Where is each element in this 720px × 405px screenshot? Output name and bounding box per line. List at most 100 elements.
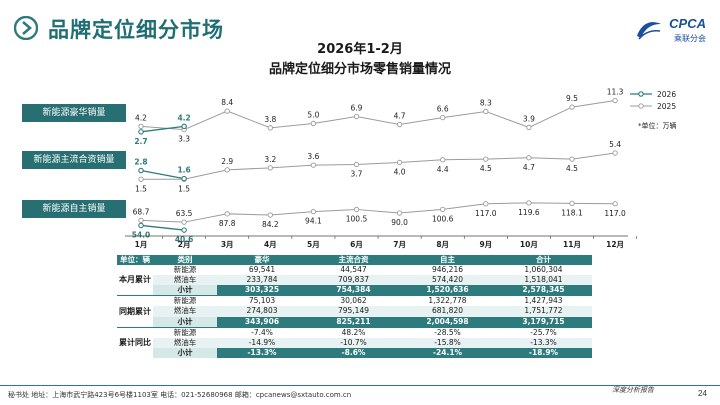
footer-contact: 秘书处 地址：上海市武宁路423号6号楼1103室 电话：021-5268096…: [8, 391, 352, 399]
series-2026-line-panel-2: [140, 224, 185, 231]
table-cell: 30,062: [307, 295, 400, 307]
series-2025-line-panel-2: [140, 202, 616, 223]
point-2025-panel-0-10: [569, 104, 575, 110]
table-cell: 1,427,943: [495, 295, 592, 307]
x-tick-label-8: 9月: [479, 240, 492, 249]
point-2025-panel-2-6: [396, 210, 403, 216]
sales-table: 单位：辆 类别 豪华 主流合资 自主 合计 本月累计 新能源 69,541 44,547 946,2…: [117, 255, 592, 358]
table-header-row: 单位：辆 类别 豪华 主流合资 自主 合计: [117, 255, 592, 266]
x-tick-label-7: 8月: [436, 240, 449, 249]
point-2025-panel-0-4: [310, 120, 317, 127]
table-cell: 754,384: [307, 285, 400, 296]
table-cell: 946,216: [400, 265, 495, 276]
label-2025-panel-1-7: 4.4: [437, 165, 449, 174]
point-2025-panel-0-9: [526, 124, 532, 131]
series-2026-line-panel-0: [140, 125, 185, 133]
label-2025-panel-0-11: 11.3: [607, 88, 624, 97]
logo-sub-text: 乘联分会: [674, 34, 706, 43]
label-2026-panel-0-1: 4.2: [177, 113, 190, 122]
table-header-4: 合计: [495, 255, 592, 266]
x-tick-label-1: 2月: [178, 240, 191, 249]
table-row: 累计同比 新能源 -7.4% 48.2% -28.5% -25.7%: [117, 326, 592, 358]
point-2026-panel-1-1: [181, 175, 187, 182]
table-cell: -18.9%: [495, 347, 592, 358]
point-2025-panel-0-2: [224, 108, 230, 114]
table-row: 小计 343,906 825,211 2,004,598 3,179,715: [117, 316, 592, 328]
table-cell: 1,518,041: [495, 275, 592, 286]
label-2025-panel-2-8: 117.0: [475, 209, 497, 218]
label-2025-panel-2-9: 119.6: [518, 208, 540, 217]
point-2025-panel-0-6: [396, 121, 403, 128]
label-2025-panel-1-2: 2.9: [221, 157, 233, 166]
point-2026-panel-2-0: [138, 222, 144, 229]
table-row-category: 小计: [153, 316, 217, 328]
label-2025-panel-2-6: 90.0: [391, 218, 408, 227]
point-2025-panel-1-10: [569, 156, 575, 162]
table-cell: -24.1%: [400, 347, 495, 358]
label-2025-panel-0-2: 8.4: [221, 98, 233, 107]
footer-divider: [0, 385, 720, 386]
table-unit-header: 单位：辆: [117, 255, 153, 266]
table-cell: -25.7%: [495, 326, 592, 338]
table-cell: 233,784: [217, 275, 307, 286]
point-2025-panel-1-5: [353, 161, 360, 168]
line-chart: 4.2 3.3 8.4 3.8 5.0 6.9 4.7 6.6 8.3 3.9 9.5 11.3 2.7…: [125, 88, 677, 249]
table-row-category: 新能源: [153, 265, 217, 276]
table-cell: 2,578,345: [495, 285, 592, 296]
point-2025-panel-1-3: [267, 165, 273, 171]
point-2025-panel-2-10: [569, 200, 575, 207]
unit-note: *单位：万辆: [638, 121, 677, 130]
point-2025-panel-0-3: [267, 125, 273, 131]
label-2025-panel-2-0: 68.7: [133, 207, 150, 216]
x-tick-label-0: 1月: [135, 240, 148, 249]
series-2026-line-panel-1: [140, 169, 185, 180]
label-2025-panel-0-0: 4.2: [135, 113, 147, 122]
label-2025-panel-1-5: 3.7: [351, 169, 363, 178]
label-2025-panel-2-4: 94.1: [305, 217, 322, 226]
label-2025-panel-0-9: 3.9: [523, 114, 535, 123]
label-2026-panel-1-1: 1.6: [177, 166, 190, 175]
point-2025-panel-2-7: [440, 206, 446, 213]
table-cell: -14.9%: [217, 337, 307, 348]
label-2025-panel-0-8: 8.3: [480, 98, 492, 107]
point-2025-panel-1-4: [310, 162, 317, 168]
table-cell: -8.6%: [307, 347, 400, 358]
point-2025-panel-1-8: [483, 156, 489, 162]
table-header-0: 类别: [153, 255, 217, 266]
label-2026-panel-1-0: 2.8: [134, 158, 147, 167]
table-row: 本月累计 新能源 69,541 44,547 946,216 1,060,304: [117, 265, 592, 296]
x-tick-label-10: 11月: [563, 240, 581, 249]
x-tick-label-9: 10月: [520, 240, 538, 249]
point-2025-panel-0-8: [483, 108, 489, 115]
table-cell: 3,179,715: [495, 316, 592, 328]
label-2026-panel-0-0: 2.7: [134, 137, 147, 146]
label-2025-panel-1-6: 4.0: [394, 167, 406, 176]
point-2025-panel-2-11: [612, 201, 618, 207]
page-title: 品牌定位细分市场: [48, 18, 224, 42]
point-2025-panel-1-2: [224, 167, 230, 173]
table-cell: -15.8%: [400, 337, 495, 348]
page-number: 24: [698, 389, 707, 398]
point-2025-panel-2-9: [526, 200, 532, 206]
panel-label-jv: 新能源主流合资销量: [22, 151, 126, 169]
point-2025-panel-2-5: [353, 206, 360, 213]
label-2025-panel-1-9: 4.7: [523, 163, 535, 172]
x-tick-label-2: 3月: [221, 240, 234, 249]
table-cell: 795,149: [307, 306, 400, 317]
point-2025-panel-2-0: [138, 217, 144, 224]
point-2025-panel-0-11: [612, 97, 618, 104]
logo-main-text: CPCA: [669, 16, 706, 31]
table-row: 燃油车 233,784 709,837 574,420 1,518,041: [117, 275, 592, 286]
label-2025-panel-0-1: 3.3: [178, 135, 190, 144]
legend-2025-label: 2025: [657, 102, 676, 111]
table-cell: 343,906: [217, 316, 307, 328]
table-cell: 303,325: [217, 285, 307, 296]
x-tick-label-3: 4月: [264, 240, 277, 249]
table-cell: -13.3%: [217, 347, 307, 358]
label-2025-panel-0-5: 6.9: [351, 104, 363, 113]
label-2026-panel-2-0: 54.0: [132, 230, 151, 239]
label-2025-panel-0-4: 5.0: [307, 110, 319, 119]
point-2025-panel-2-2: [224, 211, 230, 217]
label-2025-panel-0-3: 3.8: [264, 115, 276, 124]
point-2025-panel-2-1: [181, 219, 187, 225]
